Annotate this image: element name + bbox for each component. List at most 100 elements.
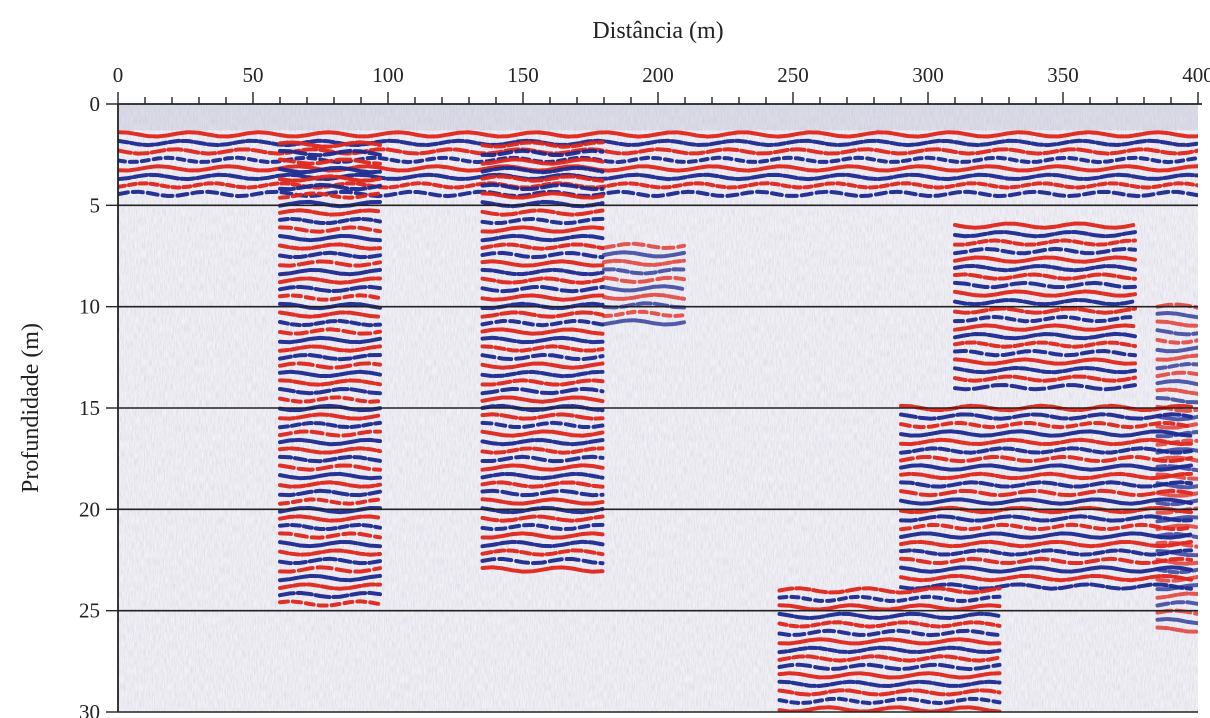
reflection-band: [278, 225, 382, 234]
reflection-band: [1155, 463, 1198, 473]
reflection-band: [278, 420, 382, 430]
reflection-band: [1155, 600, 1198, 608]
reflection-band: [1155, 575, 1198, 583]
reflection-band: [480, 310, 605, 319]
reflection-band: [278, 182, 382, 192]
reflection-band: [602, 258, 686, 268]
reflection-band: [480, 250, 605, 260]
x-tick-label: 250: [777, 63, 809, 87]
reflection-band: [480, 412, 605, 421]
reflection-band: [899, 446, 1193, 455]
reflector-zone: [953, 221, 1137, 392]
y-tick-label: 25: [79, 599, 100, 623]
reflection-band: [278, 318, 382, 328]
reflection-band: [480, 378, 605, 387]
reflection-band: [480, 497, 605, 506]
reflection-band: [953, 255, 1137, 264]
reflection-band: [278, 548, 382, 557]
reflection-band: [278, 565, 382, 574]
reflection-band: [777, 705, 1002, 712]
reflection-band: [953, 246, 1137, 256]
reflection-band: [278, 412, 382, 421]
reflection-band: [480, 344, 605, 353]
reflection-band: [278, 463, 382, 472]
reflection-band: [480, 165, 605, 175]
reflection-band: [480, 531, 605, 540]
reflection-band: [480, 463, 605, 472]
reflection-band: [278, 514, 382, 523]
reflection-band: [899, 429, 1193, 438]
reflection-band: [480, 361, 605, 370]
reflection-band: [899, 471, 1193, 481]
reflection-band: [899, 497, 1193, 506]
reflection-band: [118, 130, 1198, 139]
reflection-band: [278, 233, 382, 243]
reflection-band: [1155, 523, 1198, 532]
reflection-band: [1155, 567, 1198, 575]
reflection-band: [480, 565, 605, 574]
reflection-band: [480, 293, 605, 302]
reflection-band: [899, 573, 1193, 583]
reflection-band: [480, 225, 605, 234]
reflection-band: [480, 259, 605, 268]
reflection-band: [480, 386, 605, 396]
reflection-band: [1155, 396, 1198, 405]
reflection-band: [278, 148, 382, 158]
reflection-band: [278, 310, 382, 319]
reflection-band: [1155, 616, 1198, 626]
reflection-band: [480, 480, 605, 489]
reflection-band: [899, 556, 1193, 566]
reflection-band: [953, 306, 1137, 315]
reflection-band: [899, 531, 1193, 540]
x-tick-label: 200: [642, 63, 674, 87]
reflection-band: [278, 267, 382, 277]
reflection-band: [278, 242, 382, 251]
reflection-band: [278, 352, 382, 362]
reflection-band: [602, 309, 686, 319]
reflection-band: [953, 289, 1137, 298]
reflection-band: [278, 429, 382, 438]
reflection-band: [1155, 370, 1198, 379]
reflection-band: [777, 628, 1002, 638]
reflection-band: [1155, 345, 1198, 354]
reflection-band: [480, 437, 605, 447]
reflection-band: [953, 297, 1137, 307]
reflection-band: [899, 437, 1193, 447]
reflection-band: [1155, 531, 1198, 540]
reflection-band: [953, 365, 1137, 375]
reflection-band: [899, 539, 1193, 549]
horizontal-gridlines: [118, 204, 1198, 713]
y-axis: 0 5 10 15 20 25 30: [79, 92, 119, 718]
reflection-band: [480, 420, 605, 430]
reflection-band: [480, 522, 605, 532]
reflection-band: [953, 272, 1137, 281]
reflection-band: [278, 539, 382, 549]
reflection-band: [602, 284, 686, 293]
reflector-zone: [899, 403, 1193, 591]
x-tick-label: 400: [1182, 63, 1210, 87]
reflection-band: [899, 565, 1193, 574]
reflection-band: [278, 259, 382, 268]
reflection-band: [602, 241, 686, 251]
reflection-band: [1155, 361, 1198, 371]
reflection-band: [953, 314, 1137, 324]
reflection-band: [777, 637, 1002, 646]
x-tick-label: 100: [372, 63, 404, 87]
reflection-band: [1155, 438, 1198, 447]
reflection-band: [278, 293, 382, 302]
reflection-band: [899, 412, 1193, 421]
reflection-band: [480, 233, 605, 243]
reflection-band: [278, 250, 382, 260]
radargram-reflections: [118, 130, 1198, 712]
reflection-band: [278, 276, 382, 285]
y-tick-label: 10: [79, 295, 100, 319]
reflection-band: [480, 216, 605, 226]
reflection-band: [278, 284, 382, 294]
reflection-band: [278, 157, 382, 166]
reflection-band: [278, 446, 382, 455]
reflection-band: [278, 403, 382, 413]
y-tick-label: 15: [79, 396, 100, 420]
y-axis-title: Profundidade (m): [18, 323, 44, 493]
reflection-band: [278, 582, 382, 591]
reflection-band: [777, 645, 1002, 655]
